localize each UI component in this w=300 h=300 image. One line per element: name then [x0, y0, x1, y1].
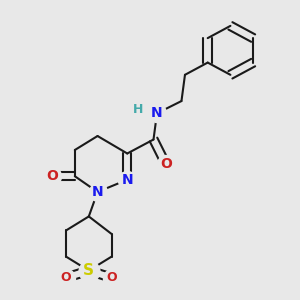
Text: N: N — [92, 185, 103, 199]
Text: N: N — [151, 106, 163, 120]
Text: O: O — [61, 271, 71, 284]
Text: O: O — [46, 169, 58, 183]
Text: O: O — [160, 157, 172, 171]
Text: S: S — [83, 263, 94, 278]
Text: H: H — [133, 103, 143, 116]
Text: O: O — [106, 271, 117, 284]
Text: N: N — [122, 173, 133, 187]
